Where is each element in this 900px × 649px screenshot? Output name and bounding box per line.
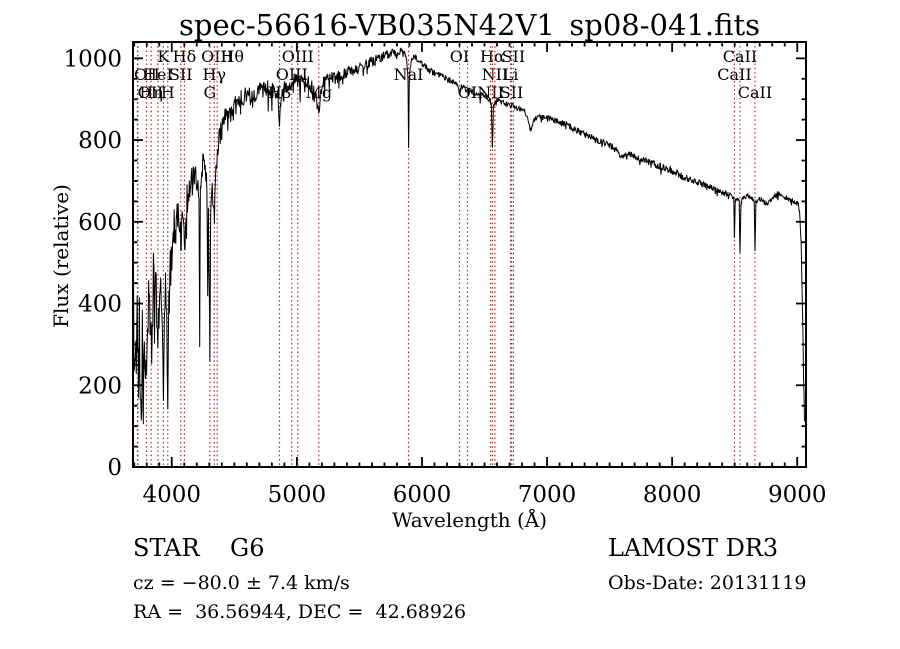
spectral-line-label: HeI [143, 65, 173, 84]
y-tick-label: 600 [78, 210, 122, 236]
spectral-line-label: OII [134, 65, 160, 84]
spectral-line-label: OIII [282, 47, 314, 66]
spectral-line-label: CaII [738, 83, 772, 102]
spectrum-trace [132, 47, 805, 425]
coordinates-label: RA = 36.56944, DEC = 42.68926 [133, 601, 467, 623]
y-tick-label: 1000 [63, 46, 122, 72]
y-tick-label: 400 [78, 292, 122, 318]
spectral-line-label: Hδ [173, 47, 197, 66]
y-tick-label: 800 [78, 128, 122, 154]
x-tick-label: 9000 [768, 482, 827, 508]
spectral-line-label: Hθ [220, 47, 244, 66]
spectral-line-label: SII [500, 83, 524, 102]
radial-velocity-label: cz = −80.0 ± 7.4 km/s [133, 572, 350, 594]
y-tick-label: 0 [107, 455, 122, 481]
object-class-label: STAR G6 [133, 534, 265, 562]
spectral-line-label: Hγ [203, 65, 227, 84]
spectral-line-label: NII [482, 65, 509, 84]
x-tick-label: 4000 [143, 482, 202, 508]
spectral-line-label: CaII [717, 65, 751, 84]
spectral-line-label: G [204, 83, 217, 102]
axes-frame [132, 41, 807, 468]
spectral-line-label: OIII [201, 47, 233, 66]
y-tick-label: 200 [78, 373, 122, 399]
spectral-line-label: Hη [139, 83, 163, 102]
x-tick-label: 6000 [393, 482, 452, 508]
plot-title: spec-56616-VB035N42V1_sp08-041.fits [179, 8, 760, 42]
spectral-line-label: SII [169, 65, 193, 84]
obs-date-label: Obs-Date: 20131119 [608, 572, 807, 594]
spectral-line-label: Li [503, 65, 519, 84]
x-axis-label: Wavelength (Å) [391, 508, 548, 532]
spectral-line-label: OI [450, 47, 469, 66]
spectral-line-label: H [161, 83, 175, 102]
spectral-line-label: NaI [394, 65, 424, 84]
survey-release-label: LAMOST DR3 [608, 534, 779, 562]
spectral-line-label: Hα [480, 47, 505, 66]
spectral-line-label: K [157, 47, 170, 66]
spectral-line-label: SII [502, 47, 526, 66]
y-axis-label: Flux (relative) [49, 184, 73, 328]
x-tick-label: 7000 [518, 482, 577, 508]
spectral-line-label: CaII [723, 47, 757, 66]
x-tick-label: 8000 [643, 482, 702, 508]
x-tick-label: 5000 [268, 482, 327, 508]
spectral-line-label: NII [477, 83, 504, 102]
spectral-line-label: OII [138, 83, 164, 102]
